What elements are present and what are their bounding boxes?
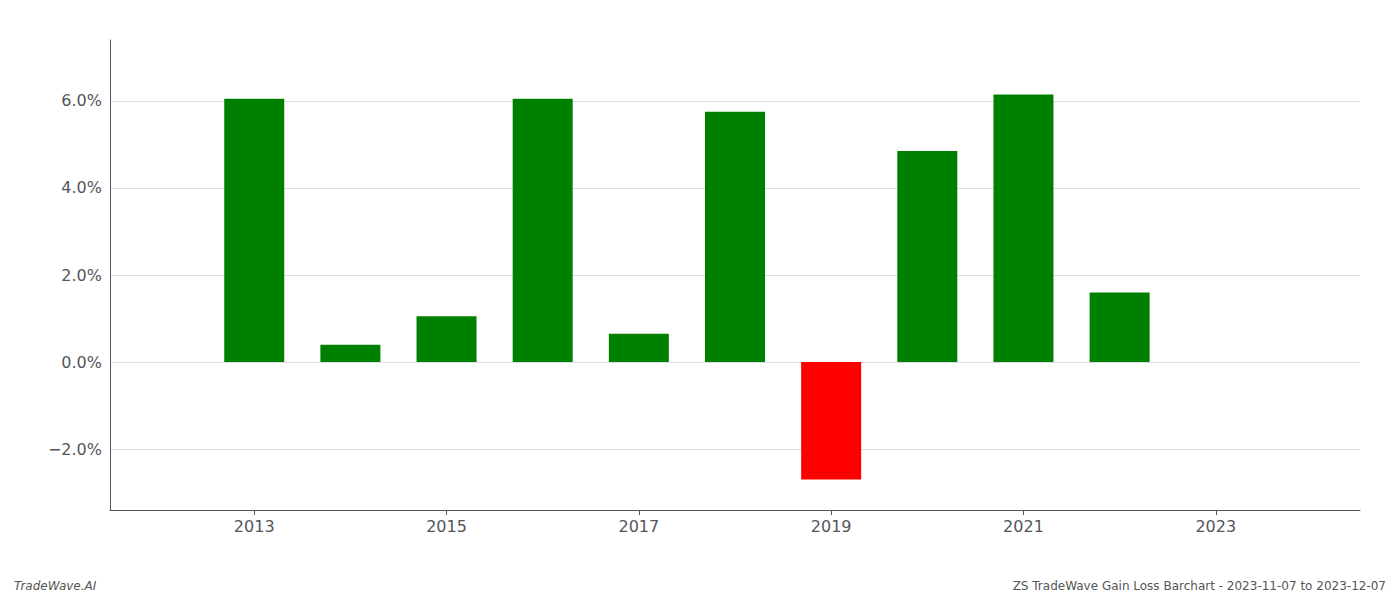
svg-text:6.0%: 6.0% [61, 91, 102, 110]
svg-text:2023: 2023 [1195, 517, 1236, 536]
svg-text:0.0%: 0.0% [61, 353, 102, 372]
svg-text:−2.0%: −2.0% [48, 440, 102, 459]
svg-text:2021: 2021 [1003, 517, 1044, 536]
svg-text:ZS TradeWave Gain Loss Barchar: ZS TradeWave Gain Loss Barchart - 2023-1… [1013, 579, 1386, 593]
svg-text:4.0%: 4.0% [61, 178, 102, 197]
svg-text:2017: 2017 [618, 517, 659, 536]
svg-text:2013: 2013 [234, 517, 275, 536]
svg-text:2015: 2015 [426, 517, 467, 536]
svg-text:TradeWave.AI: TradeWave.AI [14, 579, 97, 593]
svg-text:2019: 2019 [811, 517, 852, 536]
svg-text:2.0%: 2.0% [61, 266, 102, 285]
